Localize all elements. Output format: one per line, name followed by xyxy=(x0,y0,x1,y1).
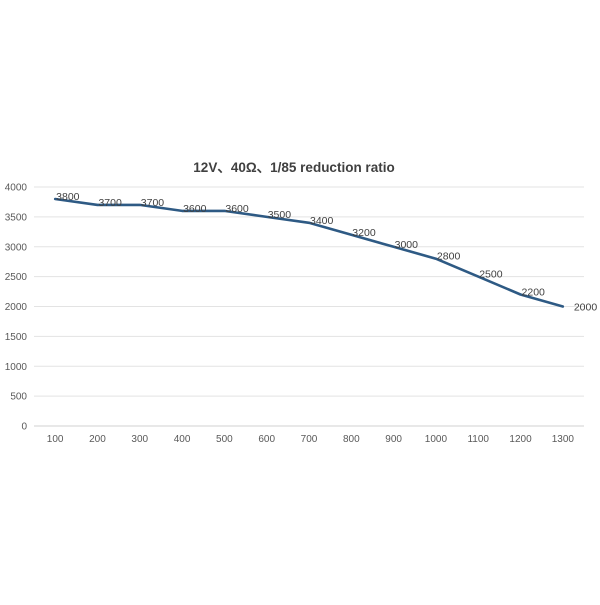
x-tick-label: 500 xyxy=(216,434,233,445)
data-label: 3600 xyxy=(225,203,249,215)
data-label: 2000 xyxy=(574,302,598,314)
gridlines xyxy=(34,186,584,427)
x-tick-label: 700 xyxy=(301,434,318,445)
data-label: 3700 xyxy=(141,197,165,209)
x-tick-label: 900 xyxy=(385,434,402,445)
data-label: 3600 xyxy=(183,203,207,215)
x-tick-label: 800 xyxy=(343,434,360,445)
x-tick-label: 1300 xyxy=(552,434,575,445)
y-tick-label: 0 xyxy=(21,422,27,433)
data-label: 3500 xyxy=(268,209,292,221)
data-label: 2200 xyxy=(522,287,546,299)
y-tick-label: 3500 xyxy=(5,212,28,223)
x-tick-label: 600 xyxy=(258,434,275,445)
data-label: 3200 xyxy=(352,227,376,239)
x-tick-label: 1000 xyxy=(425,434,448,445)
y-tick-label: 2500 xyxy=(5,272,28,283)
y-tick-label: 500 xyxy=(10,392,27,403)
y-tick-label: 2000 xyxy=(5,302,28,313)
x-tick-label: 300 xyxy=(131,434,148,445)
data-label: 2800 xyxy=(437,251,461,263)
y-tick-label: 3000 xyxy=(5,242,28,253)
y-axis-tick-labels: 0 500 1000 1500 2000 2500 3000 3500 4000 xyxy=(5,183,28,433)
x-tick-label: 1100 xyxy=(467,434,489,445)
y-tick-label: 4000 xyxy=(5,183,28,194)
x-tick-label: 100 xyxy=(47,434,64,445)
y-tick-label: 1500 xyxy=(5,332,28,343)
x-tick-label: 200 xyxy=(89,434,106,445)
series-line xyxy=(53,197,565,308)
data-label: 3700 xyxy=(98,197,122,209)
data-label: 3400 xyxy=(310,215,334,227)
x-tick-label: 1200 xyxy=(509,434,532,445)
data-label: 3000 xyxy=(395,239,419,251)
x-axis-tick-labels: 100 200 300 400 500 600 700 800 900 1000 1100 1200 1… xyxy=(47,434,575,445)
data-label: 3800 xyxy=(56,191,80,203)
data-label: 2500 xyxy=(479,269,503,281)
series-line-group xyxy=(53,197,565,308)
chart-title: 12V、40Ω、1/85 reduction ratio xyxy=(193,160,394,175)
y-tick-label: 1000 xyxy=(5,362,28,373)
data-labels: 3800 3700 3700 3600 3600 3500 3400 3200 3000 2800… xyxy=(56,191,597,314)
x-tick-label: 400 xyxy=(174,434,191,445)
